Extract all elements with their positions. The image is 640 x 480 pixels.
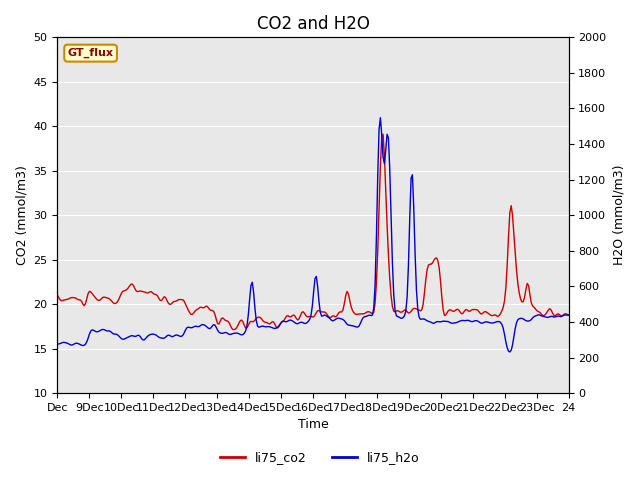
Title: CO2 and H2O: CO2 and H2O <box>257 15 369 33</box>
Legend: li75_co2, li75_h2o: li75_co2, li75_h2o <box>215 446 425 469</box>
Y-axis label: CO2 (mmol/m3): CO2 (mmol/m3) <box>15 165 28 265</box>
Y-axis label: H2O (mmol/m3): H2O (mmol/m3) <box>612 165 625 265</box>
Text: GT_flux: GT_flux <box>68 48 114 58</box>
X-axis label: Time: Time <box>298 419 328 432</box>
